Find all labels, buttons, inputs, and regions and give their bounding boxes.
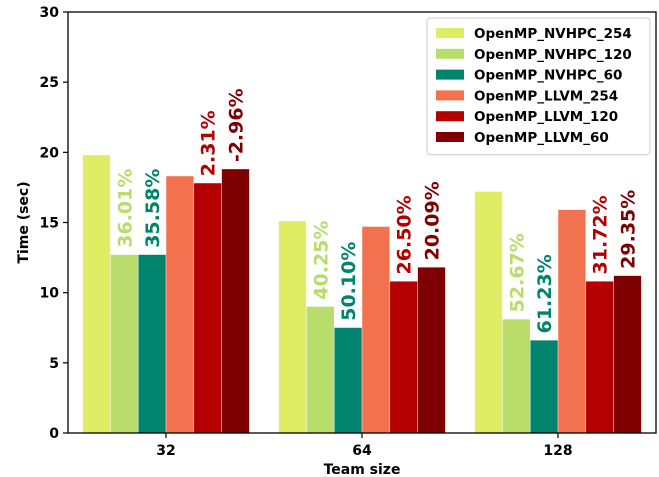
bar [613, 275, 642, 433]
legend-label: OpenMP_LLVM_254 [474, 88, 618, 104]
x-axis-label: Team size [324, 462, 401, 477]
bar-data-label: 20.09% [422, 181, 444, 260]
y-tick-label: 5 [49, 356, 59, 372]
y-tick-label: 0 [49, 426, 59, 442]
x-tick-label: 128 [543, 443, 572, 459]
legend-label: OpenMP_LLVM_60 [474, 130, 609, 146]
bar [306, 306, 334, 433]
y-tick-label: 25 [40, 75, 59, 91]
legend-swatch [436, 90, 464, 101]
bar-data-label: 26.50% [394, 195, 416, 274]
x-axis: 32 64 128 [156, 433, 573, 459]
bar-data-label: 36.01% [114, 169, 136, 248]
legend: OpenMP_NVHPC_254 OpenMP_NVHPC_120 OpenMP_N… [426, 17, 651, 156]
x-tick-label: 32 [156, 443, 175, 459]
legend-swatch [436, 111, 464, 122]
x-tick-label: 64 [352, 443, 372, 459]
bar-data-label: 50.10% [338, 242, 360, 321]
legend-swatch [436, 69, 464, 80]
y-tick-label: 20 [40, 145, 60, 161]
legend-swatch [436, 48, 464, 59]
bar [558, 209, 586, 433]
bar-data-label: 35.58% [142, 169, 164, 248]
bar-data-label: 31.72% [590, 195, 612, 274]
bar-data-label: 61.23% [534, 254, 556, 333]
legend-label: OpenMP_LLVM_120 [474, 109, 618, 125]
y-axis-label: Time (sec) [16, 181, 32, 263]
bar-data-label: 29.35% [618, 190, 640, 269]
bar [334, 327, 362, 433]
bar-data-label: 2.31% [198, 110, 220, 176]
bars-layer [82, 155, 642, 433]
bar [278, 221, 307, 433]
bar [502, 319, 530, 433]
data-labels-layer: 36.01% 35.58% 2.31% -2.96% 40.25% 50.10% 26.50… [114, 88, 639, 333]
legend-label: OpenMP_NVHPC_254 [474, 26, 632, 42]
legend-swatch [436, 132, 464, 142]
bar-data-label: 40.25% [310, 221, 332, 300]
bar [82, 155, 111, 433]
bar [221, 169, 250, 433]
bar [138, 254, 166, 433]
legend-swatch [436, 28, 464, 38]
y-axis: 0 5 10 15 20 25 30 [40, 5, 68, 442]
y-tick-label: 30 [40, 5, 60, 21]
y-tick-label: 10 [40, 286, 60, 302]
bar [362, 226, 390, 433]
legend-label: OpenMP_NVHPC_120 [474, 47, 632, 63]
bar [194, 183, 222, 433]
legend-box [426, 17, 651, 156]
legend-label: OpenMP_NVHPC_60 [474, 68, 622, 84]
bar [166, 176, 194, 433]
bar-data-label: -2.96% [226, 88, 248, 162]
bar [390, 281, 418, 433]
bar [417, 267, 446, 433]
bar [530, 340, 558, 433]
y-tick-label: 15 [40, 216, 59, 232]
bar-data-label: 52.67% [506, 233, 528, 312]
bar [110, 254, 138, 433]
bar [586, 281, 614, 433]
bar [474, 191, 503, 433]
